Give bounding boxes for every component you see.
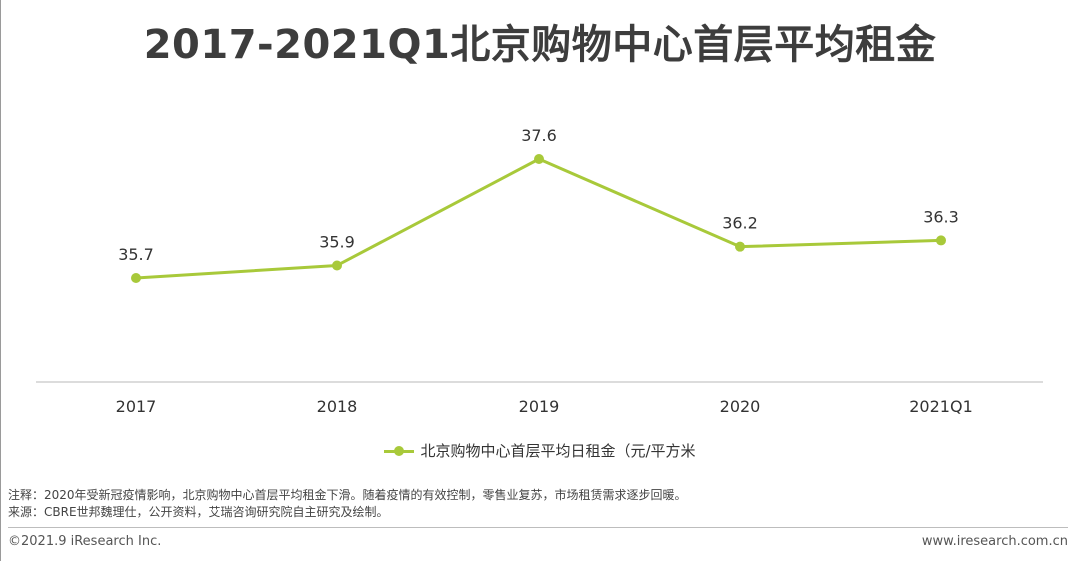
data-label: 36.2 — [722, 214, 758, 233]
series-line — [135, 157, 942, 280]
data-point — [936, 235, 946, 246]
x-tick-label: 2020 — [720, 397, 761, 416]
line-chart: 2017 2018 2019 2020 2021Q1 35.7 35.9 37.6 36.2 36… — [36, 126, 1043, 416]
chart-marks: 2017 2018 2019 2020 2021Q1 35.7 35.9 37.6 36.2 36… — [36, 126, 1043, 416]
data-label: 35.7 — [118, 245, 154, 264]
copyright: ©2021.9 iResearch Inc. — [8, 534, 162, 549]
x-tick-label: 2018 — [317, 397, 358, 416]
chart-title: 2017-2021Q1北京购物中心首层平均租金 — [143, 22, 937, 68]
legend-line-marker-icon — [384, 445, 415, 457]
footer-divider — [8, 527, 1068, 528]
x-tick-label: 2017 — [116, 397, 157, 416]
legend: 北京购物中心首层平均日租金（元/平方米 — [0, 440, 1080, 461]
legend-label: 北京购物中心首层平均日租金（元/平方米 — [420, 442, 696, 460]
data-point — [131, 273, 141, 283]
data-point — [735, 241, 745, 252]
x-tick-label: 2021Q1 — [909, 397, 973, 416]
data-point — [534, 154, 544, 164]
notes: 注释：2020年受新冠疫情影响，北京购物中心首层平均租金下滑。随着疫情的有效控制… — [8, 487, 687, 521]
x-tick-label: 2019 — [519, 397, 560, 416]
note-text: 注释：2020年受新冠疫情影响，北京购物中心首层平均租金下滑。随着疫情的有效控制… — [8, 488, 687, 502]
site-url: www.iresearch.com.cn — [921, 534, 1068, 549]
source-text: 来源：CBRE世邦魏理仕，公开资料，艾瑞咨询研究院自主研究及绘制。 — [8, 505, 389, 519]
data-label: 37.6 — [521, 126, 557, 145]
data-label: 35.9 — [319, 232, 355, 251]
data-label: 36.3 — [923, 207, 959, 226]
data-point — [332, 260, 342, 271]
